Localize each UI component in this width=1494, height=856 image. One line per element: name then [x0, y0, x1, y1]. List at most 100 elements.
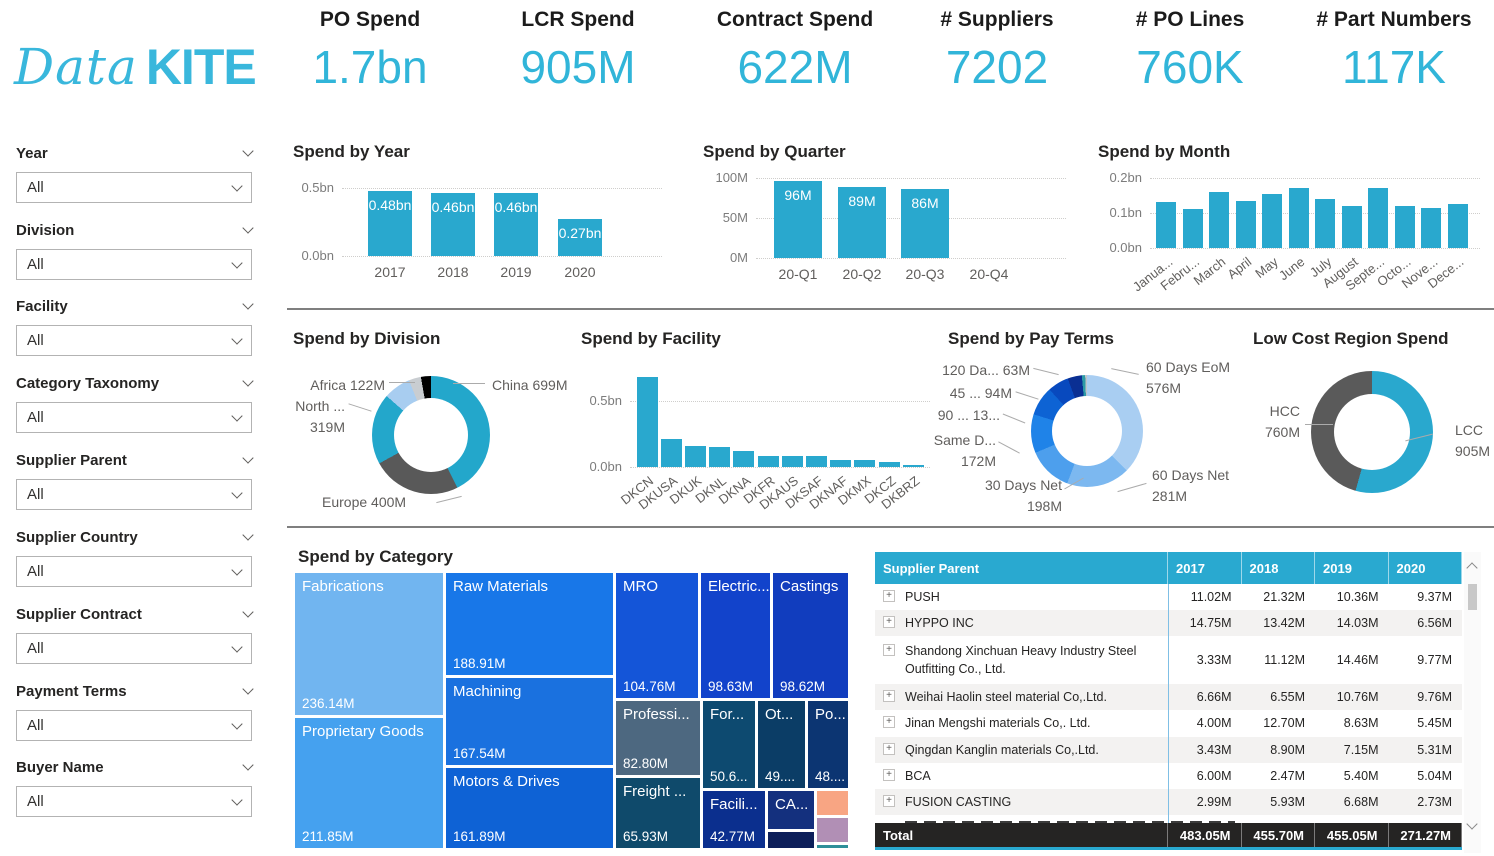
treemap-cell-raw-materials[interactable]: Raw Materials 188.91M	[446, 573, 613, 675]
bar-DKNA[interactable]	[733, 451, 755, 467]
filter-dropdown-supplier-parent[interactable]: All	[16, 479, 252, 510]
bar-DKSAF[interactable]	[805, 456, 827, 467]
filter-dropdown-buyer-name[interactable]: All	[16, 786, 252, 817]
bar-DKAUS[interactable]	[781, 456, 803, 467]
treemap-cell-castings[interactable]: Castings 98.62M	[773, 573, 848, 698]
treemap-cell-mro[interactable]: MRO 104.76M	[616, 573, 698, 698]
filter-dropdown-year[interactable]: All	[16, 172, 252, 203]
treemap-cell-ca-[interactable]: CA...	[768, 791, 814, 829]
scroll-down-icon[interactable]	[1466, 818, 1478, 830]
expand-icon[interactable]: +	[883, 644, 895, 657]
chevron-down-icon[interactable]	[242, 452, 254, 464]
bar-August[interactable]	[1341, 206, 1362, 248]
pay-terms-donut[interactable]	[1031, 375, 1143, 487]
bar-DKNL[interactable]	[709, 447, 731, 467]
column-header-supplier-parent[interactable]: Supplier Parent	[875, 552, 1168, 584]
spend-by-facility-plot: 0.5bn 0.0bn DKCN DKUSA DKUK DKNL DKNA DKFR DKAUS…	[589, 372, 930, 512]
table-row[interactable]: + PUSH 11.02M 21.32M 10.36M 9.37M	[875, 584, 1462, 610]
table-row[interactable]: + Jinan Mengshi materials Co,. Ltd. 4.00M 1…	[875, 710, 1462, 736]
bar-2018[interactable]: 0.46bn	[431, 193, 475, 256]
bar-July[interactable]	[1315, 199, 1335, 248]
filter-dropdown-category-taxonomy[interactable]: All	[16, 402, 252, 433]
table-row[interactable]: + Shandong Xinchuan Heavy Industry Steel …	[875, 636, 1462, 684]
value-cell: 5.31M	[1417, 742, 1452, 757]
chevron-down-icon[interactable]	[242, 222, 254, 234]
treemap-cell-small[interactable]	[768, 832, 814, 848]
treemap-cell-small[interactable]	[817, 791, 848, 815]
filter-dropdown-division[interactable]: All	[16, 249, 252, 280]
value-cell: 7.15M	[1343, 742, 1379, 757]
chevron-down-icon[interactable]	[242, 683, 254, 695]
treemap-cell-facili-[interactable]: Facili... 42.77M	[703, 791, 765, 848]
bar-Nove[interactable]	[1421, 208, 1441, 248]
bar-Febru[interactable]	[1182, 209, 1203, 248]
bar-DKMX[interactable]	[854, 460, 876, 467]
treemap-cell-machining[interactable]: Machining 167.54M	[446, 678, 613, 765]
treemap-cell-fabrications[interactable]: Fabrications 236.14M	[295, 573, 443, 715]
treemap-cell-electric-[interactable]: Electric... 98.63M	[701, 573, 770, 698]
expand-icon[interactable]: +	[883, 742, 895, 755]
bar-DKBRZ[interactable]	[902, 465, 924, 467]
bar-20-Q3[interactable]: 86M	[901, 189, 949, 258]
scroll-up-icon[interactable]	[1466, 562, 1478, 574]
chevron-down-icon[interactable]	[242, 759, 254, 771]
chevron-down-icon[interactable]	[242, 145, 254, 157]
treemap-cell-for-[interactable]: For... 50.6...	[703, 701, 755, 788]
column-header-2020[interactable]: 2020	[1389, 552, 1462, 584]
filter-dropdown-supplier-contract[interactable]: All	[16, 633, 252, 664]
chart-title-spend-by-month: Spend by Month	[1098, 142, 1231, 161]
bar-March[interactable]	[1209, 192, 1229, 248]
bar-May[interactable]	[1262, 194, 1282, 248]
bar-April[interactable]	[1235, 201, 1256, 248]
treemap-cell-proprietary-goods[interactable]: Proprietary Goods 211.85M	[295, 718, 443, 848]
bar-Octo[interactable]	[1394, 206, 1415, 248]
bar-Septe[interactable]	[1368, 188, 1388, 248]
table-row[interactable]: + BCA 6.00M 2.47M 5.40M 5.04M	[875, 763, 1462, 789]
bar-2019[interactable]: 0.46bn	[494, 193, 538, 256]
expand-icon[interactable]: +	[883, 590, 895, 602]
bar-20-Q1[interactable]: 96M	[774, 181, 822, 258]
chevron-down-icon[interactable]	[242, 606, 254, 618]
chevron-down-icon[interactable]	[242, 298, 254, 310]
low-cost-region-donut[interactable]	[1311, 371, 1433, 493]
column-header-2017[interactable]: 2017	[1168, 552, 1242, 584]
table-scrollbar[interactable]	[1464, 552, 1481, 853]
chevron-down-icon	[231, 793, 243, 806]
treemap-cell-ot-[interactable]: Ot... 49....	[758, 701, 805, 788]
bar-June[interactable]	[1288, 188, 1309, 248]
bar-DKUK[interactable]	[684, 446, 706, 467]
expand-icon[interactable]: +	[883, 690, 895, 703]
chevron-down-icon[interactable]	[242, 375, 254, 387]
treemap-cell-professi-[interactable]: Professi... 82.80M	[616, 701, 700, 775]
bar-2020[interactable]: 0.27bn	[558, 219, 602, 256]
division-donut[interactable]	[372, 376, 490, 494]
expand-icon[interactable]: +	[883, 616, 895, 629]
treemap-cell-freight-[interactable]: Freight ... 65.93M	[616, 778, 700, 848]
bar-DKCN[interactable]	[636, 377, 658, 467]
bar-Dece[interactable]	[1447, 204, 1468, 248]
chevron-down-icon[interactable]	[242, 529, 254, 541]
column-header-2018[interactable]: 2018	[1242, 552, 1315, 584]
bar-DKFR[interactable]	[757, 456, 779, 467]
filter-dropdown-supplier-country[interactable]: All	[16, 556, 252, 587]
bar-DKNAF[interactable]	[830, 460, 852, 467]
expand-icon[interactable]: +	[883, 794, 895, 807]
expand-icon[interactable]: +	[883, 768, 895, 781]
bar-DKCZ[interactable]	[878, 462, 900, 467]
bar-2017[interactable]: 0.48bn	[368, 191, 412, 256]
expand-icon[interactable]: +	[883, 716, 895, 729]
table-row-partial[interactable]	[875, 815, 1462, 824]
filter-dropdown-facility[interactable]: All	[16, 325, 252, 356]
bar-20-Q2[interactable]: 89M	[838, 187, 886, 258]
treemap-cell-po-[interactable]: Po... 48....	[808, 701, 848, 788]
treemap-cell-motors-drives[interactable]: Motors & Drives 161.89M	[446, 768, 613, 848]
bar-DKUSA[interactable]	[660, 439, 682, 467]
filter-group-supplier-country: Supplier Country All	[16, 527, 254, 587]
column-header-2019[interactable]: 2019	[1315, 552, 1389, 584]
kpi-contract-spend: Contract Spend 622M	[717, 8, 873, 94]
bar-Janua[interactable]	[1156, 202, 1176, 248]
scroll-thumb[interactable]	[1468, 584, 1477, 610]
treemap-cell-small[interactable]	[817, 845, 848, 848]
treemap-cell-small[interactable]	[817, 818, 848, 842]
filter-dropdown-payment-terms[interactable]: All	[16, 710, 252, 741]
